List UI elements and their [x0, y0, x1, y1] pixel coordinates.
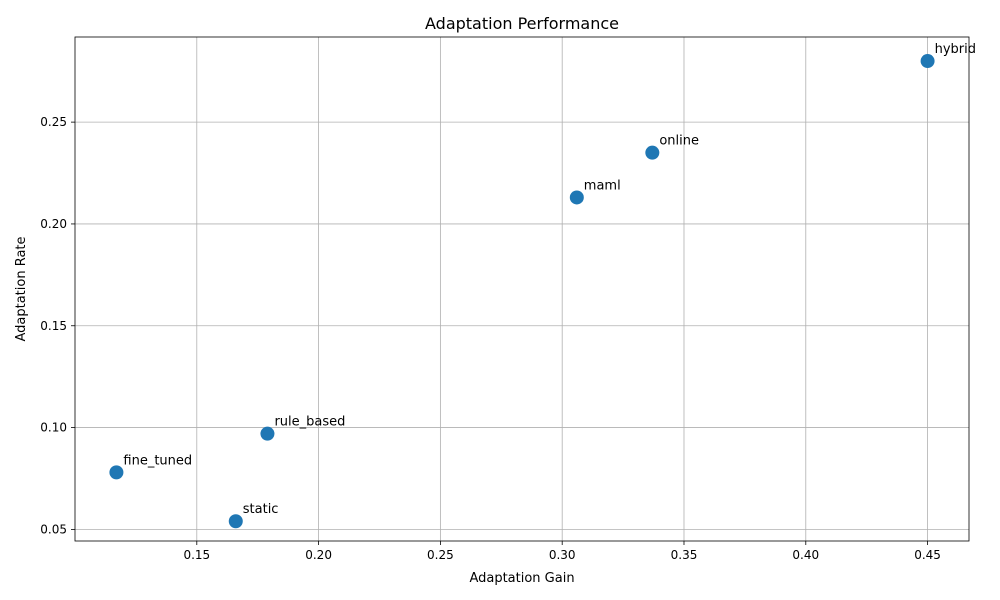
y-tick-label: 0.15: [40, 319, 67, 333]
data-point-label: static: [243, 502, 279, 517]
x-tick-label: 0.15: [183, 548, 210, 562]
x-tick-label: 0.35: [671, 548, 698, 562]
x-tick-label: 0.25: [427, 548, 454, 562]
y-tick-label: 0.05: [40, 522, 67, 536]
data-point-maml[interactable]: [569, 190, 584, 205]
data-point-static[interactable]: [228, 514, 243, 529]
data-point-hybrid[interactable]: [920, 54, 935, 69]
y-axis-label: Adaptation Rate: [14, 236, 29, 341]
data-point-fine_tuned[interactable]: [109, 465, 124, 480]
x-axis-label: Adaptation Gain: [469, 571, 574, 586]
grid-layer: [75, 37, 969, 541]
data-point-label: rule_based: [274, 415, 345, 430]
y-tick-label: 0.10: [40, 421, 67, 435]
tick-layer: 0.15 0.20 0.25 0.30 0.35 0.40 0.45 0.05 0.10 0.15…: [40, 115, 941, 562]
y-tick-label: 0.20: [40, 217, 67, 231]
y-tick-label: 0.25: [40, 115, 67, 129]
data-point-rule_based[interactable]: [260, 426, 275, 441]
x-tick-label: 0.20: [305, 548, 332, 562]
data-point-label: hybrid: [935, 42, 976, 57]
data-point-label: maml: [584, 178, 621, 193]
data-point-label: fine_tuned: [123, 453, 192, 468]
x-tick-label: 0.45: [914, 548, 941, 562]
data-point-label: online: [659, 134, 699, 149]
point-layer: hybrid online maml rule_based fine_tunedstat…: [109, 42, 976, 529]
x-tick-label: 0.40: [792, 548, 819, 562]
plot-frame: [74, 36, 970, 542]
data-point-online[interactable]: [645, 145, 660, 160]
chart-title: Adaptation Performance: [425, 14, 619, 33]
x-tick-label: 0.30: [549, 548, 576, 562]
